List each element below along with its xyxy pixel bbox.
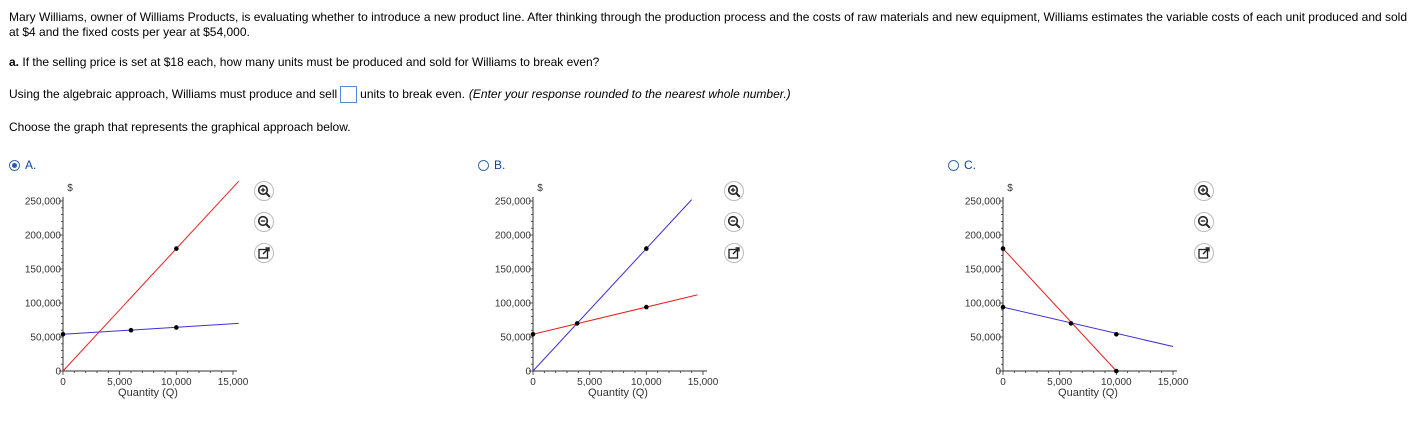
option-c-radio[interactable] bbox=[948, 159, 959, 171]
zoom-out-icon[interactable] bbox=[254, 212, 274, 232]
zoom-out-icon[interactable] bbox=[1194, 212, 1214, 232]
data-point bbox=[644, 246, 649, 251]
data-point bbox=[574, 321, 580, 326]
option-c-label: C. bbox=[964, 158, 976, 172]
y-tick-label: 0 bbox=[525, 367, 531, 378]
graph-a-svg: 0 50,000 100,000 150,000 200,000 250,000 0 5,00… bbox=[25, 180, 249, 399]
y-tick-label: 250,000 bbox=[25, 197, 62, 208]
y-tick-label: 50,000 bbox=[970, 333, 1001, 344]
data-point bbox=[1114, 368, 1119, 374]
series-line-blue bbox=[532, 199, 693, 372]
x-tick-label: 15,000 bbox=[218, 377, 249, 388]
x-tick-label: 5,000 bbox=[1047, 377, 1072, 388]
chart-plot: 0 50,000 100,000 150,000 200,000 250,000 0 5,00… bbox=[965, 183, 1189, 399]
zoom-in-icon[interactable] bbox=[254, 181, 274, 201]
option-a-label: A. bbox=[25, 158, 37, 172]
chart-plot: 0 50,000 100,000 150,000 200,000 250,000 0 5,00… bbox=[495, 183, 719, 399]
graph-b-svg: 0 50,000 100,000 150,000 200,000 250,000 0 5,00… bbox=[495, 183, 719, 399]
graph-c: 0 50,000 100,000 150,000 200,000 250,000 0 5,00… bbox=[950, 178, 1190, 403]
option-a[interactable]: A. bbox=[9, 158, 36, 172]
option-c[interactable]: C. bbox=[948, 158, 976, 172]
chart-plot: 0 50,000 100,000 150,000 200,000 250,000 0 5,00… bbox=[25, 180, 249, 399]
x-tick-label: 0 bbox=[530, 377, 536, 388]
zoom-in-icon[interactable] bbox=[1194, 181, 1214, 201]
algebra-suffix: units to break even. bbox=[360, 87, 465, 101]
graph-a-tools bbox=[254, 181, 274, 263]
units-answer-input[interactable] bbox=[340, 86, 358, 103]
x-tick-label: 10,000 bbox=[631, 377, 662, 388]
y-tick-label: 50,000 bbox=[30, 333, 61, 344]
algebra-prefix: Using the algebraic approach, Williams m… bbox=[9, 87, 338, 101]
open-external-icon[interactable] bbox=[724, 243, 744, 263]
data-point bbox=[1068, 321, 1074, 326]
algebra-row: Using the algebraic approach, Williams m… bbox=[9, 86, 791, 103]
x-tick-label: 10,000 bbox=[161, 377, 192, 388]
part-a-text: If the selling price is set at $18 each,… bbox=[22, 55, 600, 69]
series-line-blue bbox=[62, 322, 239, 335]
data-point bbox=[128, 327, 134, 333]
option-b-label: B. bbox=[494, 158, 506, 172]
y-tick-label: 100,000 bbox=[495, 299, 532, 310]
data-point bbox=[1000, 304, 1006, 310]
series-line-blue bbox=[1002, 306, 1174, 348]
y-tick-label: 150,000 bbox=[495, 265, 532, 276]
y-tick-label: 200,000 bbox=[965, 231, 1002, 242]
data-point bbox=[174, 246, 179, 251]
graph-instructions: Choose the graph that represents the gra… bbox=[9, 120, 351, 134]
graph-b-tools bbox=[724, 181, 744, 263]
x-tick-label: 5,000 bbox=[107, 377, 132, 388]
y-axis-label: $ bbox=[67, 183, 73, 194]
x-axis-label: Quantity (Q) bbox=[118, 387, 178, 399]
graph-b: 0 50,000 100,000 150,000 200,000 250,000 0 5,00… bbox=[480, 178, 720, 403]
part-a-label: a. bbox=[9, 55, 20, 69]
x-tick-label: 0 bbox=[1000, 377, 1006, 388]
algebra-hint: (Enter your response rounded to the near… bbox=[468, 87, 791, 101]
y-axis-label: $ bbox=[1007, 183, 1013, 194]
graph-c-tools bbox=[1194, 181, 1214, 263]
y-tick-label: 200,000 bbox=[495, 231, 532, 242]
y-tick-label: 250,000 bbox=[495, 197, 532, 208]
x-tick-label: 15,000 bbox=[1158, 377, 1189, 388]
y-tick-label: 50,000 bbox=[500, 333, 531, 344]
y-tick-label: 100,000 bbox=[25, 299, 62, 310]
series-line-red bbox=[532, 294, 698, 335]
data-point bbox=[530, 331, 536, 337]
data-point bbox=[644, 304, 649, 310]
open-external-icon[interactable] bbox=[1194, 243, 1214, 263]
y-tick-label: 0 bbox=[995, 367, 1001, 378]
option-b[interactable]: B. bbox=[478, 158, 505, 172]
x-tick-label: 10,000 bbox=[1101, 377, 1132, 388]
y-tick-label: 150,000 bbox=[25, 265, 62, 276]
open-external-icon[interactable] bbox=[254, 243, 274, 263]
series-line-red bbox=[1002, 248, 1117, 372]
x-axis-label: Quantity (Q) bbox=[1058, 387, 1118, 399]
data-point bbox=[1000, 246, 1006, 251]
x-tick-label: 5,000 bbox=[577, 377, 602, 388]
graph-c-svg: 0 50,000 100,000 150,000 200,000 250,000 0 5,00… bbox=[965, 183, 1189, 399]
part-a-question: a. If the selling price is set at $18 ea… bbox=[9, 55, 599, 70]
x-tick-label: 15,000 bbox=[688, 377, 719, 388]
y-tick-label: 0 bbox=[55, 367, 61, 378]
option-a-radio[interactable] bbox=[9, 159, 20, 171]
graph-a: 0 50,000 100,000 150,000 200,000 250,000 0 5,00… bbox=[10, 178, 250, 403]
option-b-radio[interactable] bbox=[478, 159, 489, 171]
data-point bbox=[174, 325, 179, 330]
y-tick-label: 100,000 bbox=[965, 299, 1002, 310]
data-point bbox=[60, 331, 66, 337]
series-line-red bbox=[62, 180, 240, 372]
y-axis-label: $ bbox=[537, 183, 543, 194]
y-tick-label: 150,000 bbox=[965, 265, 1002, 276]
problem-intro: Mary Williams, owner of Williams Product… bbox=[9, 10, 1408, 39]
zoom-in-icon[interactable] bbox=[724, 181, 744, 201]
data-point bbox=[1114, 331, 1119, 337]
x-axis-label: Quantity (Q) bbox=[588, 387, 648, 399]
zoom-out-icon[interactable] bbox=[724, 212, 744, 232]
y-tick-label: 250,000 bbox=[965, 197, 1002, 208]
x-tick-label: 0 bbox=[60, 377, 66, 388]
y-tick-label: 200,000 bbox=[25, 231, 62, 242]
